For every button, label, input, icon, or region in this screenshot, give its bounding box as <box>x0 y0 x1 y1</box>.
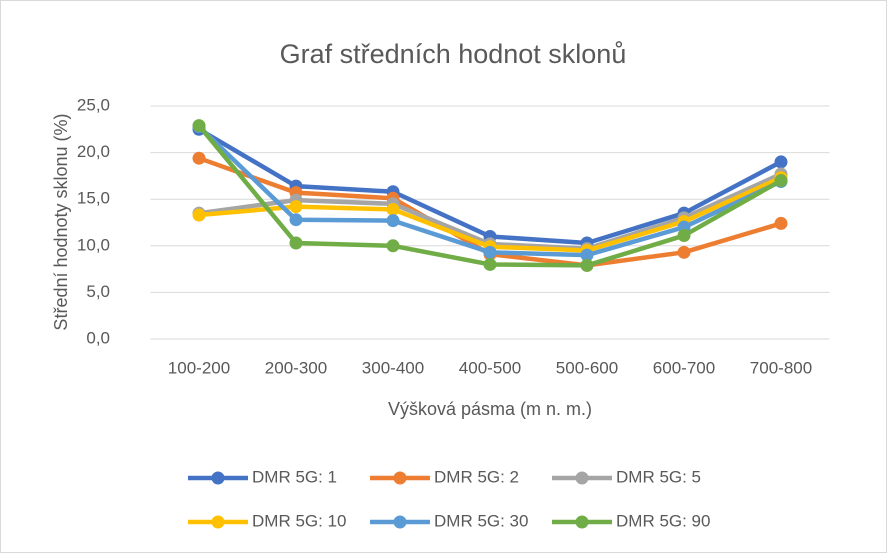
point <box>774 155 788 169</box>
point <box>580 258 594 272</box>
point <box>580 248 594 262</box>
x-axis-label: Výšková pásma (m n. m.) <box>388 399 592 419</box>
y-axis-label: Střední hodnoty sklonu (%) <box>51 113 71 330</box>
legend-label: DMR 5G: 1 <box>252 467 337 486</box>
point <box>192 151 206 165</box>
x-tick-label: 500-600 <box>556 358 618 377</box>
x-tick-label: 200-300 <box>265 358 327 377</box>
point <box>774 174 788 188</box>
chart-title: Graf středních hodnot sklonů <box>280 39 627 69</box>
legend-label: DMR 5G: 5 <box>616 467 701 486</box>
legend-label: DMR 5G: 90 <box>616 511 710 530</box>
y-tick-label: 15,0 <box>77 189 110 208</box>
legend-marker <box>211 471 225 485</box>
y-tick-label: 25,0 <box>77 95 110 114</box>
point <box>192 119 206 133</box>
point <box>386 202 400 216</box>
x-tick-label: 300-400 <box>362 358 424 377</box>
point <box>774 216 788 230</box>
point <box>386 214 400 228</box>
x-tick-label: 100-200 <box>168 358 230 377</box>
legend-label: DMR 5G: 10 <box>252 511 346 530</box>
x-tick-label: 400-500 <box>459 358 521 377</box>
point <box>483 257 497 271</box>
legend-label: DMR 5G: 30 <box>434 511 528 530</box>
y-tick-label: 20,0 <box>77 142 110 161</box>
point <box>289 236 303 250</box>
point <box>386 239 400 253</box>
x-tick-label: 600-700 <box>653 358 715 377</box>
legend-marker <box>393 515 407 529</box>
point <box>289 213 303 227</box>
legend-marker <box>393 471 407 485</box>
point <box>483 245 497 259</box>
y-tick-label: 5,0 <box>86 282 110 301</box>
legend-marker <box>575 515 589 529</box>
legend-marker <box>211 515 225 529</box>
point <box>289 200 303 214</box>
point <box>677 229 691 243</box>
point <box>192 208 206 222</box>
x-tick-label: 700-800 <box>750 358 812 377</box>
legend-label: DMR 5G: 2 <box>434 467 519 486</box>
y-tick-label: 0,0 <box>86 328 110 347</box>
y-tick-label: 10,0 <box>77 235 110 254</box>
legend-marker <box>575 471 589 485</box>
point <box>677 245 691 259</box>
